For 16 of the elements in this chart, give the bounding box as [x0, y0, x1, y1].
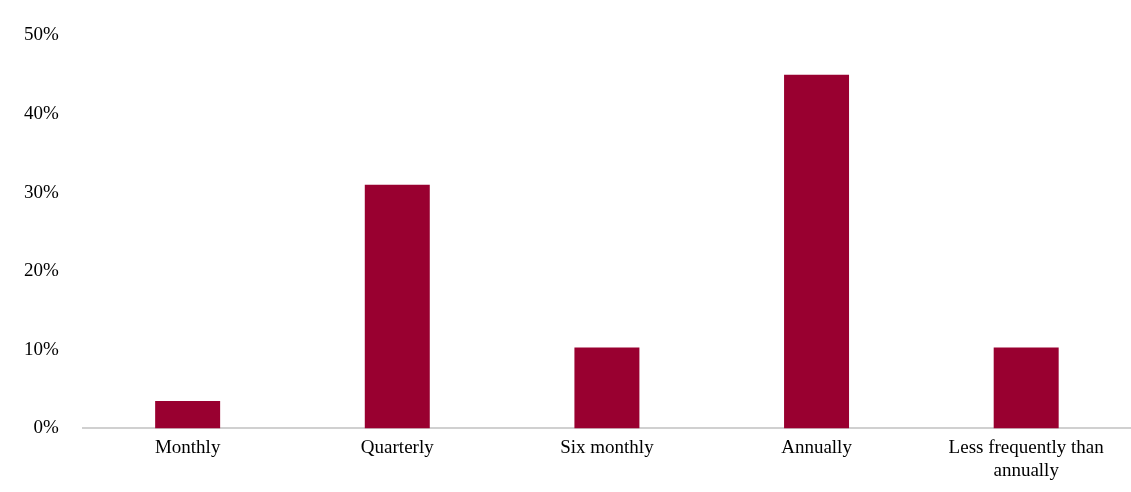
y-tick-label: 50% — [24, 23, 59, 45]
bar — [364, 184, 430, 429]
x-tick-label: Annually — [781, 435, 853, 457]
bar — [574, 347, 640, 429]
y-tick-label: 40% — [24, 101, 59, 123]
bar — [155, 400, 221, 429]
bar — [993, 347, 1059, 429]
y-tick-label: 30% — [24, 180, 59, 202]
x-tick-label: Quarterly — [360, 435, 435, 457]
x-tick-label: Six monthly — [560, 435, 655, 457]
y-tick-label: 20% — [24, 259, 59, 281]
x-tick-label: Less frequently than annually — [948, 435, 1105, 480]
x-tick-label: Monthly — [154, 435, 221, 457]
y-tick-label: 0% — [33, 416, 59, 438]
bar — [784, 74, 850, 429]
y-tick-label: 10% — [24, 337, 59, 359]
